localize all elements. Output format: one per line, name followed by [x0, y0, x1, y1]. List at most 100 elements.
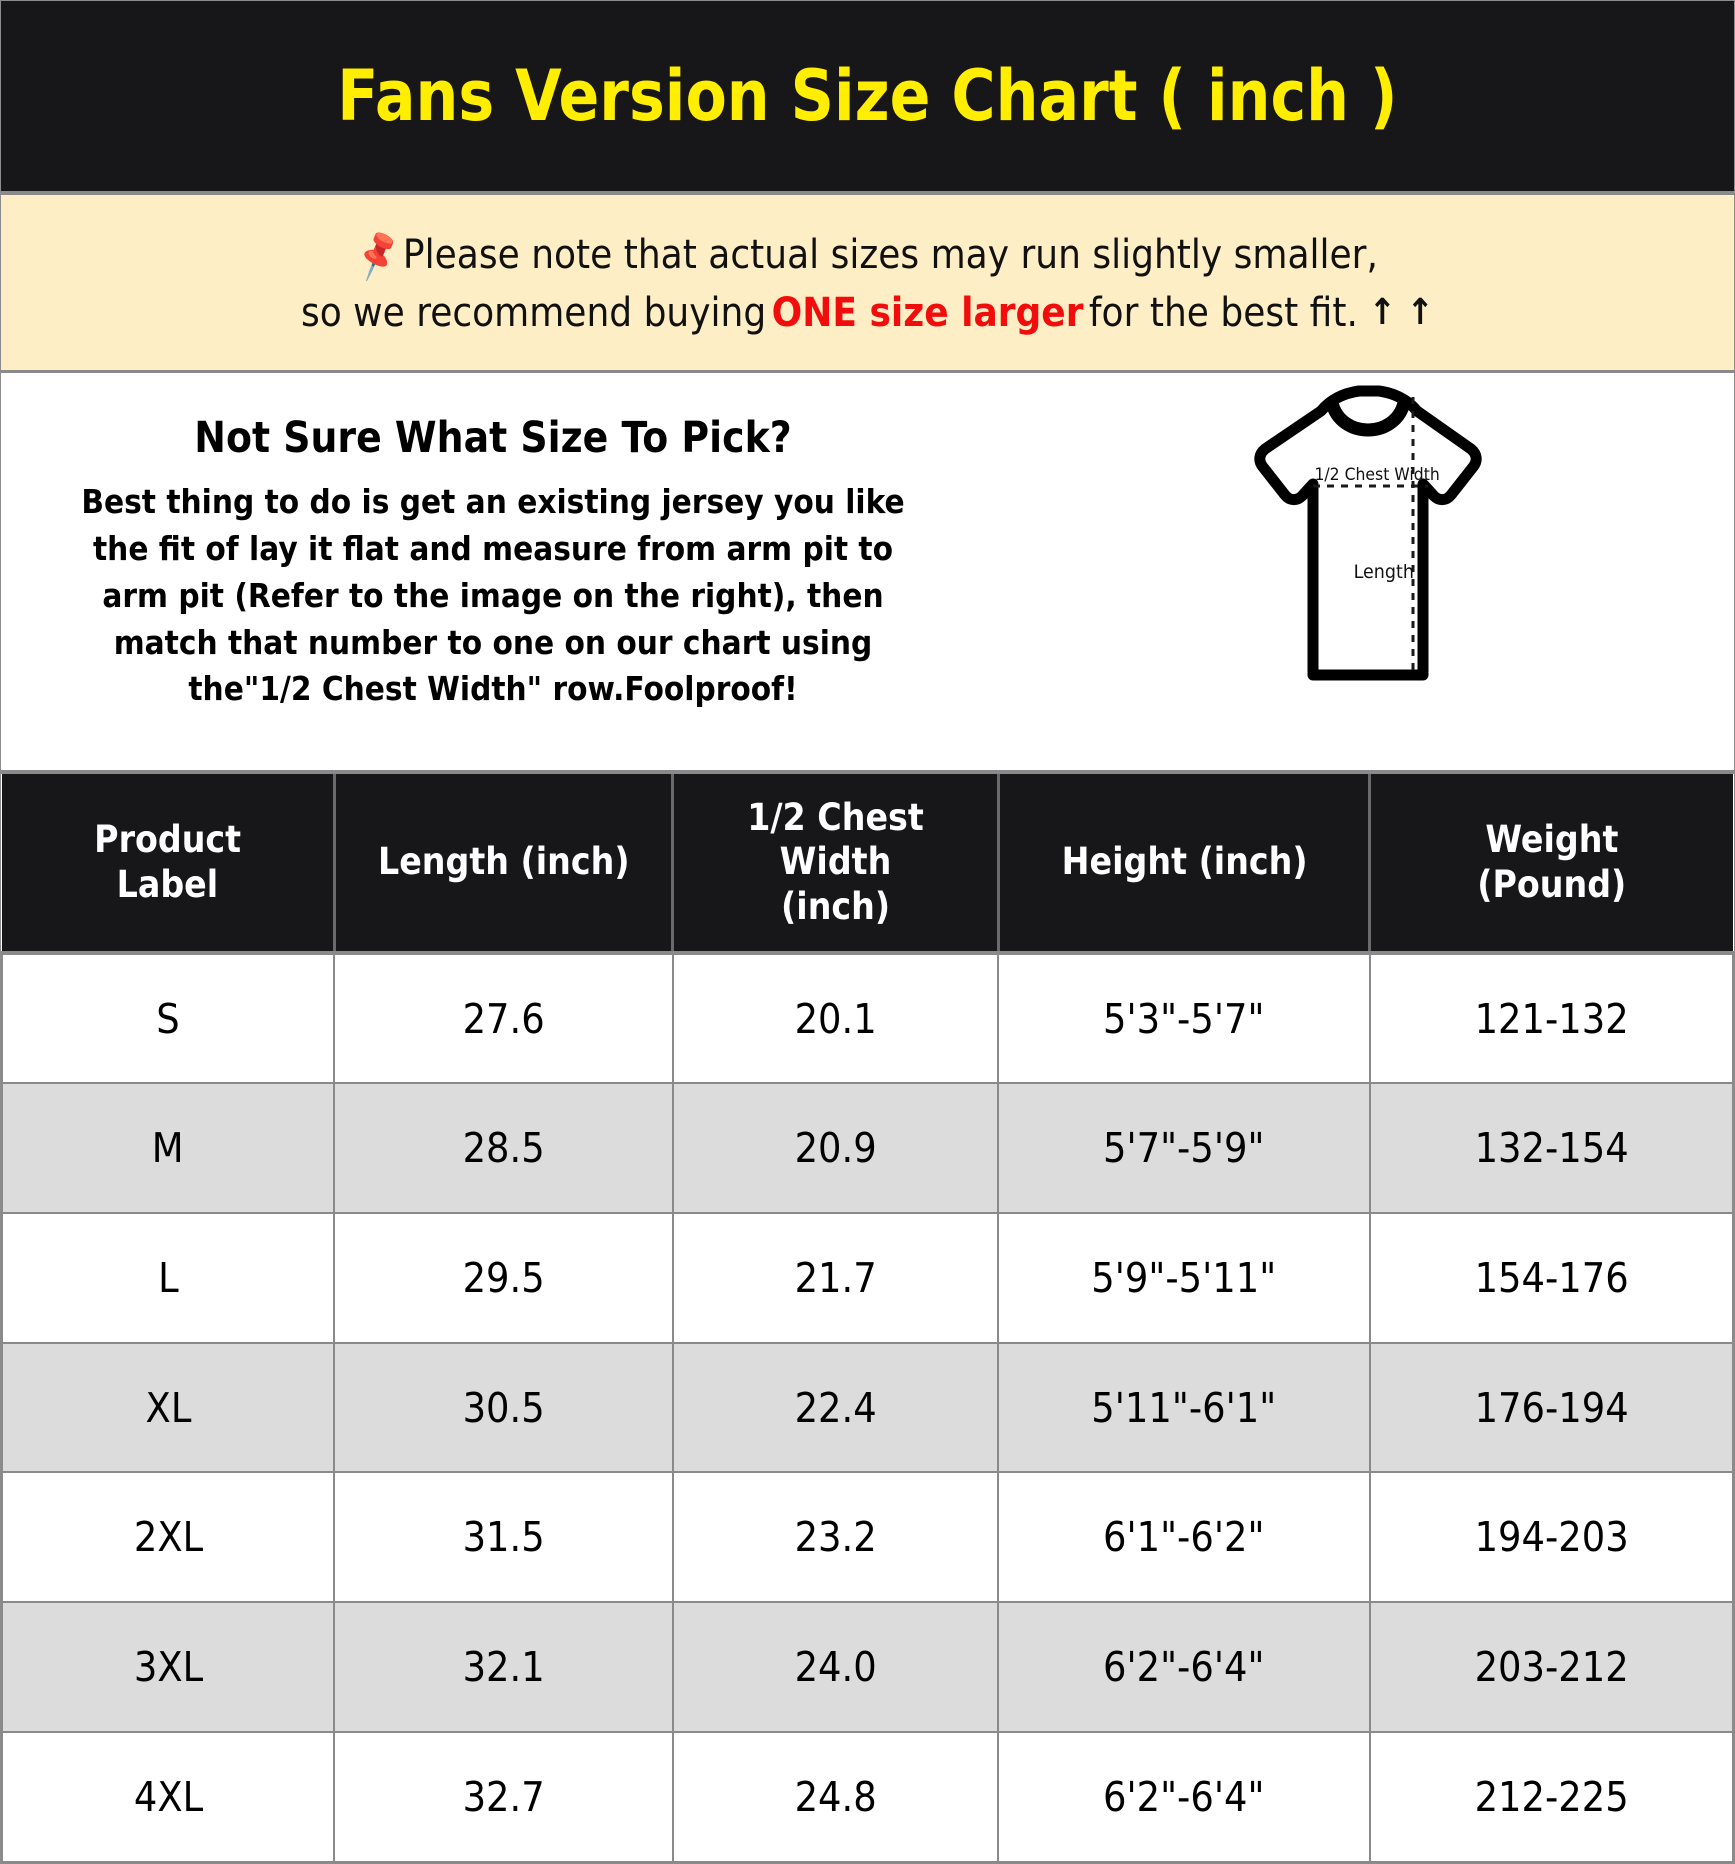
cell-text: XL	[145, 1383, 191, 1432]
cell-length: 29.5	[333, 1211, 674, 1344]
cell-text: 24.8	[794, 1773, 877, 1822]
cell-text: 20.1	[794, 994, 877, 1043]
cell-product-label: S	[1, 952, 336, 1084]
cell-text: 3XL	[133, 1643, 203, 1692]
table-row: 4XL 32.7 24.8 6'2"-6'4" 212-225	[1, 1731, 1734, 1863]
cell-product-label: 3XL	[1, 1601, 336, 1734]
header-line: Height (inch)	[1061, 840, 1308, 884]
cell-text: 6'2"-6'4"	[1103, 1643, 1265, 1692]
table-header: Product Label Length (inch) 1/2 Chest Wi…	[2, 774, 1733, 956]
cell-length: 28.5	[333, 1082, 674, 1214]
cell-weight: 121-132	[1368, 952, 1734, 1084]
cell-text: 154-176	[1474, 1253, 1629, 1302]
cell-text: 121-132	[1474, 994, 1629, 1043]
cell-text: 203-212	[1474, 1643, 1629, 1692]
cell-length: 31.5	[333, 1471, 674, 1604]
cell-weight: 154-176	[1368, 1211, 1734, 1344]
header-line: 1/2 Chest Width	[747, 796, 924, 884]
cell-chest: 23.2	[671, 1471, 1000, 1604]
table-row: XL 30.5 22.4 5'11"-6'1" 176-194	[1, 1341, 1734, 1474]
column-header-weight: Weight (Pound)	[1368, 774, 1733, 956]
cell-text: 27.6	[462, 994, 545, 1043]
sizing-help-body: Best thing to do is get an existing jers…	[81, 482, 905, 709]
cell-height: 5'3"-5'7"	[997, 952, 1371, 1084]
cell-chest: 24.8	[671, 1731, 1000, 1863]
cell-weight: 176-194	[1368, 1341, 1734, 1474]
tshirt-icon	[1253, 385, 1482, 681]
cell-length: 32.1	[333, 1601, 674, 1734]
table-header-row: Product Label Length (inch) 1/2 Chest Wi…	[2, 774, 1733, 956]
table-row: 2XL 31.5 23.2 6'1"-6'2" 194-203	[1, 1471, 1734, 1604]
cell-text: 24.0	[794, 1643, 877, 1692]
cell-product-label: XL	[1, 1341, 336, 1474]
cell-text: 21.7	[794, 1253, 877, 1302]
header-line: (inch)	[780, 884, 891, 928]
arrow-up-icon-1: ↑	[1368, 291, 1396, 333]
cell-text: 5'7"-5'9"	[1103, 1123, 1265, 1172]
cell-text: 132-154	[1474, 1123, 1629, 1172]
cell-height: 5'9"-5'11"	[997, 1211, 1371, 1344]
size-table: Product Label Length (inch) 1/2 Chest Wi…	[1, 774, 1734, 1863]
cell-text: L	[157, 1253, 179, 1302]
column-header-product-label: Product Label	[2, 774, 336, 956]
table-row: L 29.5 21.7 5'9"-5'11" 154-176	[1, 1211, 1734, 1344]
cell-length: 32.7	[333, 1731, 674, 1863]
cell-height: 6'2"-6'4"	[997, 1601, 1371, 1734]
note-line-2-after: for the best fit.	[1089, 289, 1359, 336]
cell-text: 6'2"-6'4"	[1103, 1773, 1265, 1822]
header-line: Weight	[1485, 818, 1619, 862]
cell-text: M	[152, 1123, 184, 1172]
title-banner: Fans Version Size Chart ( inch )	[1, 1, 1734, 191]
cell-height: 6'1"-6'2"	[997, 1471, 1371, 1604]
cell-text: 22.4	[794, 1383, 877, 1432]
note-line-1: 📌 Please note that actual sizes may run …	[351, 227, 1379, 285]
arrow-up-icon-2: ↑	[1406, 291, 1434, 333]
cell-text: 31.5	[462, 1513, 545, 1562]
cell-product-label: L	[1, 1211, 336, 1344]
pushpin-icon: 📌	[351, 226, 405, 285]
note-line-2-before: so we recommend buying	[301, 289, 767, 336]
note-line-1-text: Please note that actual sizes may run sl…	[403, 232, 1379, 279]
header-line: Product	[93, 818, 241, 862]
cell-chest: 22.4	[671, 1341, 1000, 1474]
sizing-help-text: Not Sure What Size To Pick? Best thing t…	[1, 373, 1001, 713]
cell-text: 32.1	[462, 1643, 545, 1692]
table-row: S 27.6 20.1 5'3"-5'7" 121-132	[1, 952, 1734, 1084]
cell-text: 2XL	[133, 1513, 203, 1562]
cell-text: 4XL	[133, 1773, 203, 1822]
column-header-height: Height (inch)	[996, 774, 1372, 956]
cell-text: S	[156, 994, 180, 1043]
cell-text: 5'9"-5'11"	[1091, 1253, 1277, 1302]
sizing-help-section: Not Sure What Size To Pick? Best thing t…	[1, 373, 1734, 774]
cell-text: 212-225	[1474, 1773, 1629, 1822]
cell-length: 30.5	[333, 1341, 674, 1474]
cell-weight: 194-203	[1368, 1471, 1734, 1604]
cell-text: 23.2	[794, 1513, 877, 1562]
tshirt-diagram: 1/2 Chest Width Length	[1001, 373, 1734, 683]
cell-text: 6'1"-6'2"	[1103, 1513, 1265, 1562]
header-line: Length (inch)	[377, 840, 630, 884]
cell-height: 5'7"-5'9"	[997, 1082, 1371, 1214]
header-line: (Pound)	[1477, 862, 1627, 906]
cell-height: 5'11"-6'1"	[997, 1341, 1371, 1474]
cell-text: 29.5	[462, 1253, 545, 1302]
cell-product-label: 4XL	[1, 1731, 336, 1863]
column-header-length: Length (inch)	[332, 774, 675, 956]
column-header-chest-width: 1/2 Chest Width (inch)	[671, 774, 1000, 956]
cell-text: 194-203	[1474, 1513, 1629, 1562]
cell-text: 30.5	[462, 1383, 545, 1432]
note-highlight: ONE size larger	[771, 289, 1084, 336]
page-title: Fans Version Size Chart ( inch )	[337, 55, 1398, 137]
cell-chest: 24.0	[671, 1601, 1000, 1734]
cell-height: 6'2"-6'4"	[997, 1731, 1371, 1863]
cell-weight: 203-212	[1368, 1601, 1734, 1734]
cell-weight: 212-225	[1368, 1731, 1734, 1863]
cell-text: 32.7	[462, 1773, 545, 1822]
header-line: Label	[116, 862, 219, 906]
cell-chest: 21.7	[671, 1211, 1000, 1344]
cell-text: 28.5	[462, 1123, 545, 1172]
cell-text: 5'11"-6'1"	[1091, 1383, 1277, 1432]
table-body: S 27.6 20.1 5'3"-5'7" 121-132 M 28.5 20.…	[1, 952, 1734, 1863]
cell-text: 176-194	[1474, 1383, 1629, 1432]
